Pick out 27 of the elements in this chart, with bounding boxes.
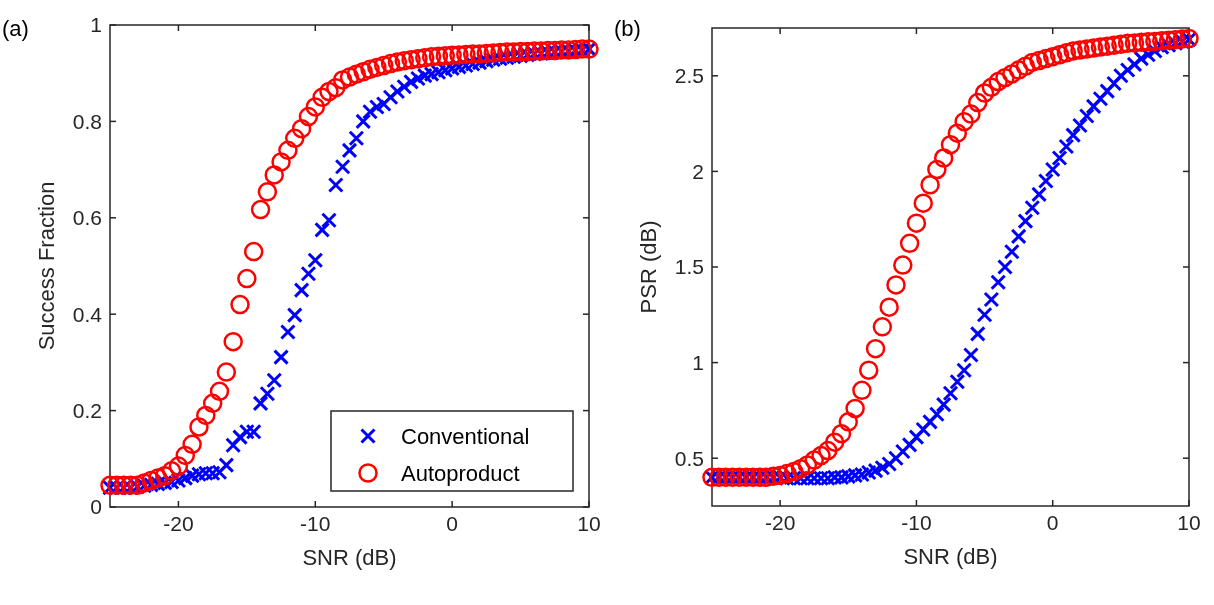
x-tick-label: 0	[1046, 511, 1059, 534]
x-tick-label: 0	[446, 512, 458, 535]
y-tick-label: 0	[90, 495, 102, 519]
y-tick-label: 0.5	[674, 446, 704, 470]
y-tick-label: 1	[692, 350, 704, 374]
y-tick-label: 0.4	[72, 302, 103, 326]
x-axis-title: SNR (dB)	[903, 544, 998, 569]
legend-label: Conventional	[401, 423, 530, 449]
text: (a)	[2, 15, 29, 41]
y-tick-label: 2	[692, 159, 704, 183]
x-tick-label: -20	[764, 511, 796, 534]
y-axis-title: PSR (dB)	[636, 220, 661, 314]
x-axis-title: SNR (dB)	[302, 545, 397, 570]
y-tick-label: 1	[90, 13, 102, 37]
y-tick-label: 2.5	[674, 64, 704, 88]
x-tick-label: -20	[163, 512, 194, 535]
y-tick-label: 0.8	[72, 109, 102, 133]
text: (b)	[614, 15, 641, 41]
x-tick-label: 10	[1177, 511, 1201, 534]
x-tick-label: -10	[901, 511, 932, 534]
y-tick-label: 1.5	[674, 255, 704, 279]
y-tick-label: 0.2	[72, 398, 102, 422]
y-tick-label: 0.6	[72, 206, 102, 230]
x-tick-label: -10	[300, 512, 331, 535]
x-tick-label: 10	[577, 512, 601, 535]
y-axis-title: Success Fraction	[34, 181, 59, 351]
legend-label: Autoproduct	[401, 460, 520, 486]
